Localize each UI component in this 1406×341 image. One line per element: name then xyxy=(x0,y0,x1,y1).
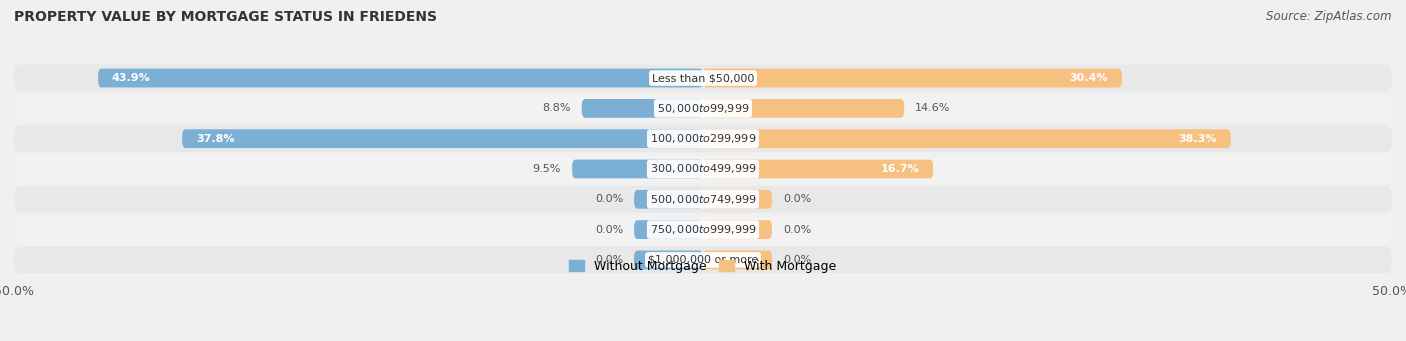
FancyBboxPatch shape xyxy=(634,251,703,269)
FancyBboxPatch shape xyxy=(703,190,772,209)
FancyBboxPatch shape xyxy=(14,186,1392,213)
Text: $750,000 to $999,999: $750,000 to $999,999 xyxy=(650,223,756,236)
FancyBboxPatch shape xyxy=(582,99,703,118)
FancyBboxPatch shape xyxy=(703,129,1230,148)
FancyBboxPatch shape xyxy=(14,65,1392,91)
FancyBboxPatch shape xyxy=(703,99,904,118)
Text: 0.0%: 0.0% xyxy=(783,194,811,204)
Text: 0.0%: 0.0% xyxy=(595,255,623,265)
Text: 43.9%: 43.9% xyxy=(112,73,150,83)
FancyBboxPatch shape xyxy=(703,220,772,239)
Text: 14.6%: 14.6% xyxy=(915,103,950,113)
FancyBboxPatch shape xyxy=(98,69,703,87)
Text: $500,000 to $749,999: $500,000 to $749,999 xyxy=(650,193,756,206)
Text: 37.8%: 37.8% xyxy=(195,134,235,144)
Text: 0.0%: 0.0% xyxy=(783,225,811,235)
Text: 0.0%: 0.0% xyxy=(595,194,623,204)
Text: $1,000,000 or more: $1,000,000 or more xyxy=(648,255,758,265)
FancyBboxPatch shape xyxy=(703,69,1122,87)
Text: 38.3%: 38.3% xyxy=(1178,134,1218,144)
FancyBboxPatch shape xyxy=(572,160,703,178)
FancyBboxPatch shape xyxy=(634,220,703,239)
Text: 0.0%: 0.0% xyxy=(783,255,811,265)
FancyBboxPatch shape xyxy=(14,216,1392,243)
FancyBboxPatch shape xyxy=(14,95,1392,122)
FancyBboxPatch shape xyxy=(14,247,1392,273)
Text: PROPERTY VALUE BY MORTGAGE STATUS IN FRIEDENS: PROPERTY VALUE BY MORTGAGE STATUS IN FRI… xyxy=(14,10,437,24)
Text: Less than $50,000: Less than $50,000 xyxy=(652,73,754,83)
FancyBboxPatch shape xyxy=(634,190,703,209)
FancyBboxPatch shape xyxy=(14,155,1392,182)
FancyBboxPatch shape xyxy=(14,125,1392,152)
FancyBboxPatch shape xyxy=(703,251,772,269)
FancyBboxPatch shape xyxy=(183,129,703,148)
Text: 9.5%: 9.5% xyxy=(533,164,561,174)
Text: 16.7%: 16.7% xyxy=(880,164,920,174)
Text: 30.4%: 30.4% xyxy=(1070,73,1108,83)
Text: $50,000 to $99,999: $50,000 to $99,999 xyxy=(657,102,749,115)
Text: 8.8%: 8.8% xyxy=(543,103,571,113)
FancyBboxPatch shape xyxy=(703,160,934,178)
Text: $100,000 to $299,999: $100,000 to $299,999 xyxy=(650,132,756,145)
Text: Source: ZipAtlas.com: Source: ZipAtlas.com xyxy=(1267,10,1392,23)
Legend: Without Mortgage, With Mortgage: Without Mortgage, With Mortgage xyxy=(564,255,842,278)
Text: $300,000 to $499,999: $300,000 to $499,999 xyxy=(650,162,756,176)
Text: 0.0%: 0.0% xyxy=(595,225,623,235)
